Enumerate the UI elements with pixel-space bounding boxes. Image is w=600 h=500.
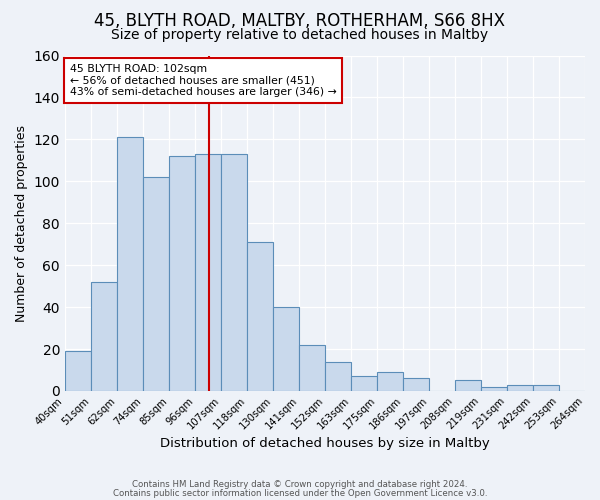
Bar bbox=[117, 138, 143, 391]
Text: Contains HM Land Registry data © Crown copyright and database right 2024.: Contains HM Land Registry data © Crown c… bbox=[132, 480, 468, 489]
Bar bbox=[91, 282, 117, 391]
Text: Size of property relative to detached houses in Maltby: Size of property relative to detached ho… bbox=[112, 28, 488, 42]
Bar bbox=[403, 378, 429, 391]
Y-axis label: Number of detached properties: Number of detached properties bbox=[15, 124, 28, 322]
Bar bbox=[325, 362, 351, 391]
Bar bbox=[507, 384, 533, 391]
Bar bbox=[143, 177, 169, 391]
Bar bbox=[273, 307, 299, 391]
Bar bbox=[351, 376, 377, 391]
Bar bbox=[299, 345, 325, 391]
Bar bbox=[169, 156, 195, 391]
Bar bbox=[533, 384, 559, 391]
Text: Contains public sector information licensed under the Open Government Licence v3: Contains public sector information licen… bbox=[113, 488, 487, 498]
Bar bbox=[377, 372, 403, 391]
Bar bbox=[221, 154, 247, 391]
Bar bbox=[455, 380, 481, 391]
Text: 45 BLYTH ROAD: 102sqm
← 56% of detached houses are smaller (451)
43% of semi-det: 45 BLYTH ROAD: 102sqm ← 56% of detached … bbox=[70, 64, 337, 97]
Bar bbox=[247, 242, 273, 391]
Text: 45, BLYTH ROAD, MALTBY, ROTHERHAM, S66 8HX: 45, BLYTH ROAD, MALTBY, ROTHERHAM, S66 8… bbox=[95, 12, 505, 30]
Bar bbox=[481, 387, 507, 391]
X-axis label: Distribution of detached houses by size in Maltby: Distribution of detached houses by size … bbox=[160, 437, 490, 450]
Bar bbox=[195, 154, 221, 391]
Bar bbox=[65, 351, 91, 391]
